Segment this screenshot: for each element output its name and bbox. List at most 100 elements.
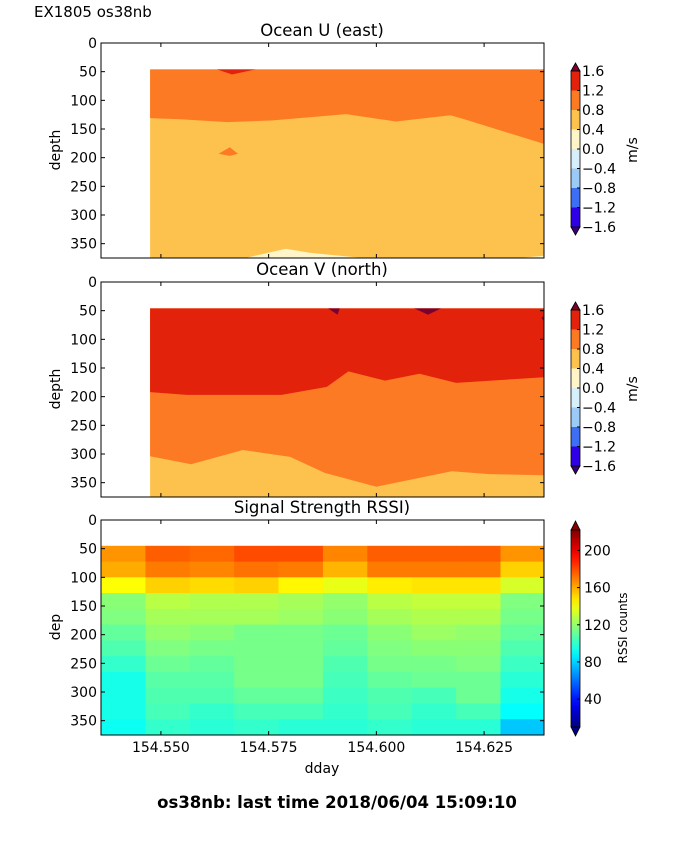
colorbar-extend-min [570,226,581,236]
colorbar-extend-max [570,62,581,72]
colorbar-segment [571,129,580,150]
heatmap-cell [367,671,413,689]
colorbar-tick-label: −0.4 [582,162,616,178]
heatmap-cell [278,671,324,689]
ocean-u-ylabel: depth [48,130,64,171]
heatmap-cell [101,687,146,704]
colorbar-segment [571,110,580,130]
heatmap-cell [101,640,146,657]
colorbar-tick-label: −0.4 [582,401,616,417]
colorbar-tick-label: 0.4 [582,123,604,139]
ytick-label: 250 [70,179,97,195]
colorbar-tick-label: 1.6 [582,64,604,80]
ytick-label: 50 [79,542,97,558]
v-region-above-1.6 [414,308,441,315]
ocean-u-contours [150,69,544,259]
rssi-title: Signal Strength RSSI) [234,498,410,517]
ytick-label: 200 [70,151,97,167]
heatmap-cell [322,593,368,610]
ytick-label: 250 [70,418,97,434]
colorbar-segment [571,310,580,330]
heatmap-cell [189,561,235,578]
heatmap-cell [101,577,146,594]
heatmap-cell [234,545,279,562]
ocean-v-contours [150,308,544,497]
ocean-u-colorbar: 1.6 1.2 0.8 0.4 0.0 −0.4 −0.8 −1.2 −1.6 [570,62,616,236]
colorbar-segment [571,329,580,350]
heatmap-cell [411,561,457,578]
ytick-label: 0 [88,275,97,291]
heatmap-cell [101,608,146,626]
heatmap-cell [145,719,191,736]
colorbar-segment [571,168,580,189]
heatmap-cell [234,703,279,720]
colorbar-segment [571,149,580,169]
heatmap-cell [500,593,545,610]
heatmap-cell [145,656,191,673]
colorbar-segment [571,427,580,447]
heatmap-cell [367,687,413,704]
heatmap-cell [101,624,146,641]
heatmap-cell [456,656,501,673]
colorbar-segment [571,207,580,228]
heatmap-cell [189,593,235,610]
heatmap-cell [500,561,545,578]
heatmap-cell [367,545,413,562]
ytick-label: 150 [70,599,97,615]
colorbar-tick-label: 0.0 [582,381,604,397]
heatmap-cell [189,608,235,626]
heatmap-cell [500,656,545,673]
v-region-1.2-1.6 [150,308,544,395]
ytick-label: 100 [70,332,97,348]
ytick-label: 50 [79,304,97,320]
axes-frame [100,519,545,736]
heatmap-cell [278,577,324,594]
heatmap-cell [189,545,235,562]
u-region-0.0-0.4 [518,255,544,258]
heatmap-cell [145,687,191,704]
heatmap-cell [411,687,457,704]
ytick-label: 350 [70,714,97,730]
colorbar-tick-label: −1.2 [582,201,616,217]
colorbar-extend-max [570,520,581,531]
colorbar-segment [571,388,580,408]
heatmap-cell [411,608,457,626]
colorbar-segment [571,90,580,111]
heatmap-cell [145,593,191,610]
heatmap-cell [411,545,457,562]
heatmap-cell [367,577,413,594]
heatmap-cell [367,561,413,578]
ytick-label: 0 [88,36,97,52]
heatmap-cell [367,703,413,720]
ocean-v-panel: Ocean V (north) 0 50 100 150 200 250 300 350 de… [48,260,641,498]
ytick-label: 150 [70,122,97,138]
axes-frame [100,281,545,498]
heatmap-cell [500,624,545,641]
heatmap-cell [500,719,545,736]
figure-suptitle: EX1805 os38nb [34,3,152,21]
heatmap-cell [500,640,545,657]
colorbar-tick-label: −1.2 [582,440,616,456]
ytick-label: 200 [70,390,97,406]
colorbar-bar [570,529,581,728]
heatmap-cell [367,640,413,657]
colorbar-tick-label: 120 [584,618,611,634]
colorbar-tick-label: 80 [584,655,602,671]
heatmap-cell [367,719,413,736]
heatmap-cell [145,545,191,562]
colorbar-segment [571,368,580,389]
heatmap-cell [278,656,324,673]
heatmap-cell [322,608,368,626]
rssi-xlabel: dday [305,761,340,777]
heatmap-cell [322,719,368,736]
xtick-label: 154.575 [240,740,298,756]
heatmap-cell [322,703,368,720]
ytick-label: 0 [88,513,97,529]
ytick-label: 300 [70,208,97,224]
heatmap-cell [367,624,413,641]
ytick-label: 50 [79,65,97,81]
heatmap-cell [322,624,368,641]
heatmap-cell [234,640,279,657]
rssi-heatmap [101,545,545,736]
